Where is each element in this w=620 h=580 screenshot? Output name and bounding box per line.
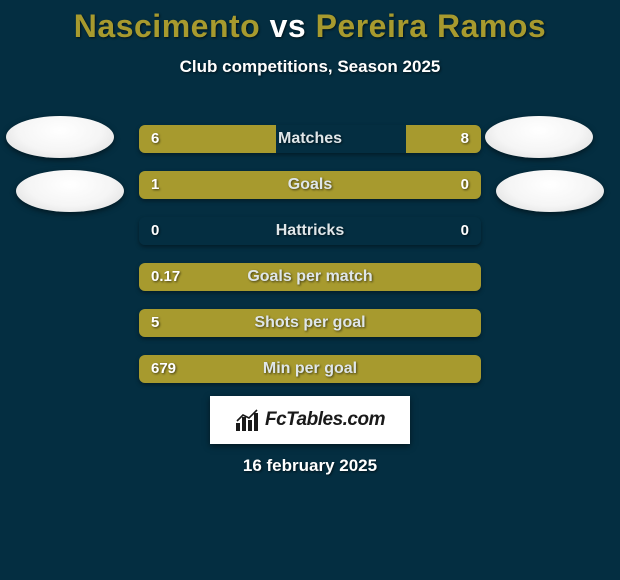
bar-left-fill [139, 125, 276, 153]
date-text: 16 february 2025 [0, 456, 620, 476]
logo-bars-icon [235, 409, 261, 431]
player1-badge-1 [6, 116, 114, 158]
bar-left-fill [139, 309, 481, 337]
page-title: Nascimento vs Pereira Ramos [0, 0, 620, 45]
bar-left-fill [139, 263, 481, 291]
player1-badge-2 [16, 170, 124, 212]
logo: FcTables.com [235, 409, 385, 431]
bar-background [139, 217, 481, 245]
bar-left-fill [139, 171, 406, 199]
stat-row: Min per goal679 [139, 355, 481, 383]
subtitle: Club competitions, Season 2025 [0, 57, 620, 77]
logo-box: FcTables.com [210, 396, 410, 444]
bar-left-fill [139, 355, 481, 383]
bar-right-fill [406, 125, 481, 153]
stat-row: Goals per match0.17 [139, 263, 481, 291]
bar-right-fill [406, 171, 481, 199]
vs-text: vs [270, 8, 307, 44]
player2-badge-2 [496, 170, 604, 212]
stat-row: Shots per goal5 [139, 309, 481, 337]
stat-row: Hattricks00 [139, 217, 481, 245]
stat-row: Goals10 [139, 171, 481, 199]
player1-name: Nascimento [74, 8, 260, 44]
logo-text: FcTables.com [265, 409, 385, 431]
stat-row: Matches68 [139, 125, 481, 153]
player2-badge-1 [485, 116, 593, 158]
player2-name: Pereira Ramos [316, 8, 547, 44]
comparison-bars: Matches68 Goals10 Hattricks00 Goals per mat… [139, 125, 481, 401]
